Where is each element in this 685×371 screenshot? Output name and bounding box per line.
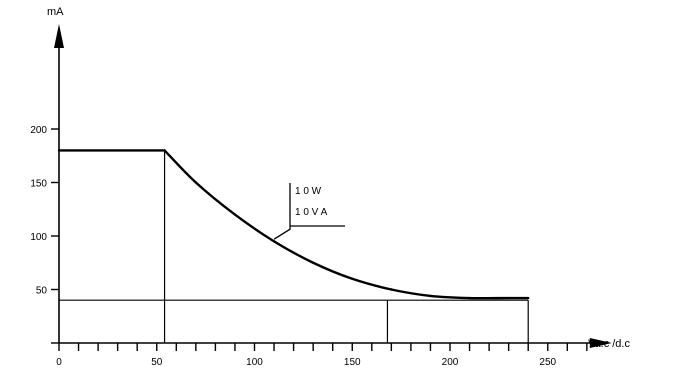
series-point [311,261,315,264]
axes [54,24,612,348]
x-tick-label: 50 [151,357,163,368]
x-tick-label: 0 [56,357,62,368]
y-tick-label: 100 [30,232,47,243]
series-point [272,240,276,243]
x-tick-label: 100 [246,357,263,368]
series-point [390,288,393,291]
y-axis-label: mA [47,6,64,18]
y-tick-label: 150 [30,179,47,190]
series-point [429,294,432,298]
reference-lines [59,149,529,343]
series-point [527,296,530,300]
x-tick-label: 250 [539,357,556,368]
series-point [233,213,237,216]
series-point [351,277,354,280]
annotation-line-2: 1 0 V A [295,207,328,218]
annotation-line-1: 1 0 W [295,186,322,197]
series-point [468,296,471,300]
series-point [57,149,61,152]
x-axis-arrow [589,338,612,348]
series-point [507,296,510,300]
x-axis-label: Va.c /d.c [588,338,630,350]
y-tick-label: 50 [36,286,48,297]
annotation-leader [273,183,345,240]
ticks: 0 50 100 150 200 250 50 100 150 200 [30,125,588,368]
series [57,149,530,300]
series-point [194,181,198,184]
y-tick-label: 200 [30,125,47,136]
series-line [59,149,529,300]
y-axis-arrow [54,24,64,48]
x-tick-label: 150 [344,357,361,368]
series-point [163,149,166,152]
x-tick-label: 200 [442,357,459,368]
